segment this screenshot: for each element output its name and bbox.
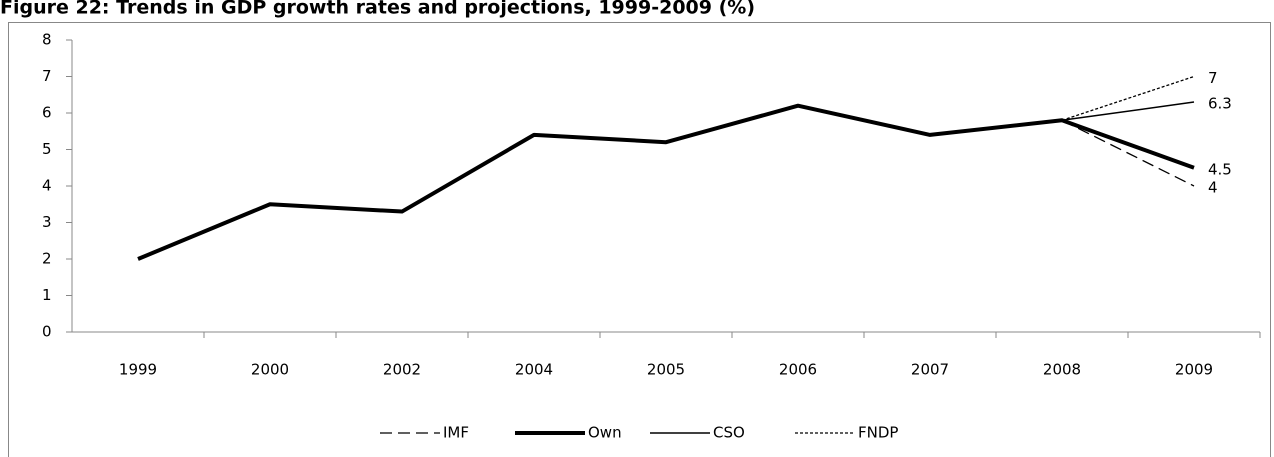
y-tick-label: 0 bbox=[42, 323, 52, 341]
data-label: 4.5 bbox=[1208, 160, 1232, 178]
y-tick-label: 2 bbox=[42, 250, 52, 268]
chart-title: Figure 22: Trends in GDP growth rates an… bbox=[0, 0, 755, 19]
y-tick-label: 3 bbox=[42, 213, 52, 231]
legend-label: IMF bbox=[443, 424, 469, 442]
series-line bbox=[1061, 75, 1195, 121]
series-line bbox=[1061, 119, 1195, 187]
series-line bbox=[137, 103, 1195, 261]
y-tick-label: 5 bbox=[42, 140, 52, 158]
x-tick-label: 2004 bbox=[515, 361, 553, 379]
x-tick-label: 2009 bbox=[1175, 361, 1213, 379]
y-tick-label: 8 bbox=[42, 31, 52, 49]
legend-label: Own bbox=[588, 424, 622, 442]
data-label: 6.3 bbox=[1208, 95, 1232, 113]
data-label: 4 bbox=[1208, 179, 1218, 197]
data-label: 7 bbox=[1208, 69, 1218, 87]
x-tick-label: 2000 bbox=[251, 361, 289, 379]
y-tick-label: 1 bbox=[42, 286, 52, 304]
x-tick-label: 1999 bbox=[119, 361, 157, 379]
y-tick-label: 6 bbox=[42, 104, 52, 122]
x-tick-label: 2007 bbox=[911, 361, 949, 379]
chart-frame bbox=[8, 22, 1271, 457]
y-tick-label: 4 bbox=[42, 177, 52, 195]
legend-label: FNDP bbox=[858, 424, 898, 442]
legend-label: CSO bbox=[713, 424, 745, 442]
series-line bbox=[1061, 101, 1195, 122]
x-tick-label: 2005 bbox=[647, 361, 685, 379]
y-tick-label: 7 bbox=[42, 67, 52, 85]
x-tick-label: 2006 bbox=[779, 361, 817, 379]
x-tick-label: 2008 bbox=[1043, 361, 1081, 379]
x-tick-label: 2002 bbox=[383, 361, 421, 379]
